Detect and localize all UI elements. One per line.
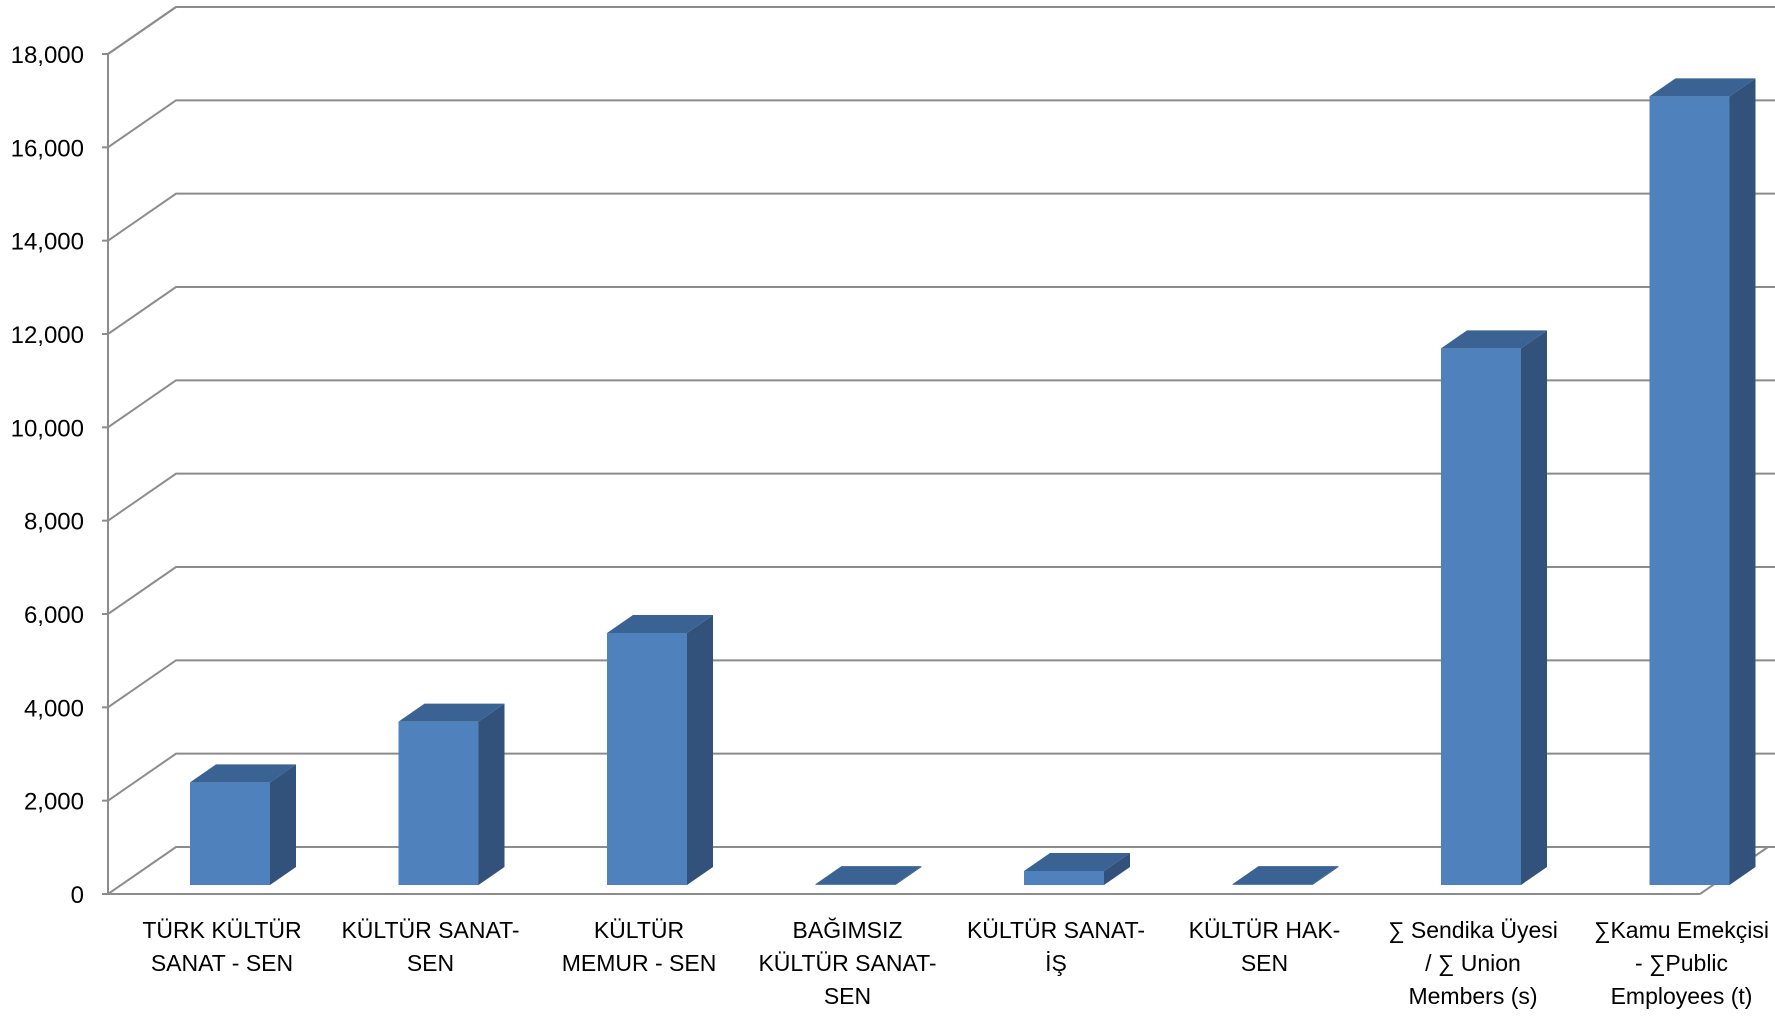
bar-front-face <box>1232 884 1313 885</box>
bar <box>1232 866 1339 885</box>
bar-side-face <box>478 703 505 885</box>
x-category-label-line: ∑Kamu Emekçisi <box>1594 917 1769 943</box>
x-category-label-line: Members (s) <box>1408 983 1537 1009</box>
bar <box>815 866 922 885</box>
x-category-label-line: TÜRK KÜLTÜR <box>142 917 301 943</box>
gridline <box>107 472 1775 522</box>
gridline <box>107 192 1775 242</box>
gridlines <box>102 6 1775 895</box>
gridline <box>107 379 1775 429</box>
y-tick-label: 16,000 <box>11 135 84 162</box>
y-tick-label: 0 <box>71 882 84 909</box>
x-category-label-line: MEMUR - SEN <box>562 950 717 976</box>
x-category-label-line: KÜLTÜR SANAT- <box>967 917 1145 943</box>
y-tick-label: 14,000 <box>11 229 84 256</box>
x-category-label-line: İŞ <box>1045 950 1067 976</box>
x-category-label: KÜLTÜR SANAT- SEN <box>341 917 519 976</box>
x-category-label-line: SANAT - SEN <box>151 950 293 976</box>
x-category-label-line: KÜLTÜR SANAT- <box>341 917 519 943</box>
bar-side-face <box>1521 330 1547 885</box>
gridline <box>107 659 1775 709</box>
x-category-label: KÜLTÜR HAK- SEN <box>1189 917 1341 976</box>
x-category-label-line: / ∑ Union <box>1425 950 1521 976</box>
bars <box>190 78 1756 886</box>
bar-front-face <box>398 721 479 885</box>
bar <box>1441 330 1547 885</box>
bar <box>607 615 713 885</box>
y-tick-label: 8,000 <box>24 509 84 536</box>
y-axis-tick-labels: 0 2,000 4,000 6,000 8,000 10,000 12,000 14,000 1… <box>11 42 84 909</box>
x-category-label: BAĞIMSIZ KÜLTÜR SANAT- SEN <box>758 917 936 1009</box>
bar-top-face <box>1441 330 1547 349</box>
gridline <box>107 566 1775 615</box>
bar-side-face <box>1104 853 1130 885</box>
x-category-label-line: KÜLTÜR SANAT- <box>758 950 936 976</box>
bar <box>1649 78 1756 886</box>
y-tick-label: 18,000 <box>11 42 84 69</box>
gridline <box>107 752 1775 802</box>
x-category-label: ∑ Sendika Üyesi / ∑ Union Members (s) <box>1388 917 1558 1009</box>
bar-top-face <box>190 764 296 783</box>
bar-side-face <box>1729 78 1756 886</box>
bar <box>398 703 505 885</box>
bar-front-face <box>1441 348 1521 885</box>
bar-top-face <box>1024 853 1130 871</box>
y-tick-label: 2,000 <box>24 789 84 816</box>
x-category-label-line: SEN <box>1241 950 1288 976</box>
x-category-label: ∑Kamu Emekçisi - ∑Public Employees (t) <box>1594 917 1769 1009</box>
y-tick-label: 6,000 <box>24 602 84 629</box>
bar <box>190 764 296 885</box>
bar-front-face <box>1649 96 1730 886</box>
bar-front-face <box>1024 871 1104 885</box>
bar-front-face <box>607 633 687 885</box>
x-category-label-line: SEN <box>824 983 871 1009</box>
bar-side-face <box>1312 866 1339 885</box>
bar-side-face <box>270 764 296 885</box>
x-category-label: TÜRK KÜLTÜR SANAT - SEN <box>142 917 301 976</box>
x-category-label-line: Employees (t) <box>1611 983 1753 1009</box>
bar <box>1024 853 1130 885</box>
y-tick-label: 12,000 <box>11 322 84 349</box>
x-category-label-line: KÜLTÜR HAK- <box>1189 917 1341 943</box>
bar-side-face <box>687 615 713 885</box>
x-category-label-line: BAĞIMSIZ <box>793 917 903 943</box>
x-category-label-line: SEN <box>407 950 454 976</box>
x-category-label: KÜLTÜR SANAT- İŞ <box>967 917 1145 976</box>
bar-top-face <box>815 866 922 885</box>
gridline <box>107 286 1775 335</box>
gridline <box>107 846 1775 895</box>
x-category-label-line: KÜLTÜR <box>594 917 684 943</box>
bar-top-face <box>1232 866 1339 885</box>
gridline <box>107 6 1775 55</box>
bar-side-face <box>895 866 922 885</box>
gridline <box>107 99 1775 149</box>
bar-top-face <box>398 703 505 722</box>
y-tick-label: 4,000 <box>24 695 84 722</box>
x-category-label: KÜLTÜR MEMUR - SEN <box>562 917 717 976</box>
bar-top-face <box>1649 78 1756 97</box>
bar-front-face <box>190 782 270 885</box>
y-tick-label: 10,000 <box>11 415 84 442</box>
bar-top-face <box>607 615 713 633</box>
x-category-label-line: - ∑Public <box>1635 950 1728 976</box>
x-category-label-line: ∑ Sendika Üyesi <box>1388 917 1558 943</box>
bar-front-face <box>815 884 896 885</box>
